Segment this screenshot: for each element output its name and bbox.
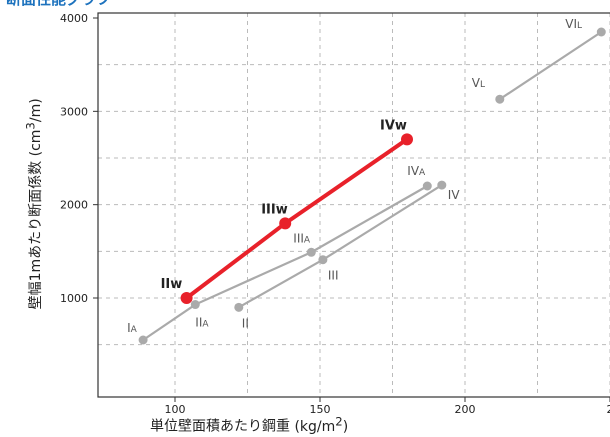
data-point [180, 292, 193, 304]
points-group [138, 27, 606, 345]
x-tick-label: 100 [165, 403, 186, 416]
x-tick-label: 2 [607, 403, 610, 416]
point-label: III [328, 269, 339, 283]
x-tick-label: 200 [455, 403, 476, 416]
x-tick-label: 150 [310, 403, 331, 416]
series-line [142, 184, 429, 342]
data-point [596, 27, 606, 37]
point-label: IV [448, 188, 461, 202]
data-point [190, 300, 200, 310]
data-point [422, 181, 432, 191]
series-group [142, 30, 603, 342]
data-point [437, 180, 447, 190]
point-label: II [242, 316, 249, 330]
chart-heading: 断面性能グラフ [6, 0, 111, 9]
point-label: IA [127, 321, 138, 335]
point-label: IVw [380, 118, 407, 133]
data-point [234, 302, 244, 312]
point-label: IIw [161, 277, 183, 292]
point-label: IIIA [293, 231, 311, 245]
y-tick-label: 3000 [60, 105, 88, 118]
point-label: VL [472, 76, 485, 90]
point-label: VIL [565, 17, 582, 31]
y-axis-unit: (cm3/m) [23, 98, 44, 157]
x-axis-title: 単位壁面積あたり鋼重 (kg/m2) [150, 414, 348, 436]
x-axis-label: 単位壁面積あたり鋼重 [150, 418, 290, 435]
data-point [306, 247, 316, 257]
data-point [138, 335, 148, 345]
point-label: IVA [407, 164, 426, 178]
y-axis-title: 壁幅1mあたり断面係数 (cm3/m) [23, 74, 45, 334]
point-label: IIA [195, 316, 209, 330]
axis-ticks: 100 150 200 2 1000 2000 3000 4000 [60, 12, 610, 416]
y-tick-label: 1000 [60, 292, 88, 305]
data-point [495, 94, 505, 104]
grid-lines [98, 13, 610, 397]
series-line [498, 30, 603, 101]
point-label: IIIw [261, 202, 288, 217]
data-point [401, 133, 413, 146]
y-tick-label: 4000 [60, 12, 88, 25]
y-tick-label: 2000 [60, 199, 88, 212]
x-axis-unit: (kg/m2) [294, 414, 349, 435]
data-point [318, 255, 328, 265]
data-point [279, 217, 292, 230]
y-axis-label: 壁幅1mあたり断面係数 [27, 160, 44, 310]
